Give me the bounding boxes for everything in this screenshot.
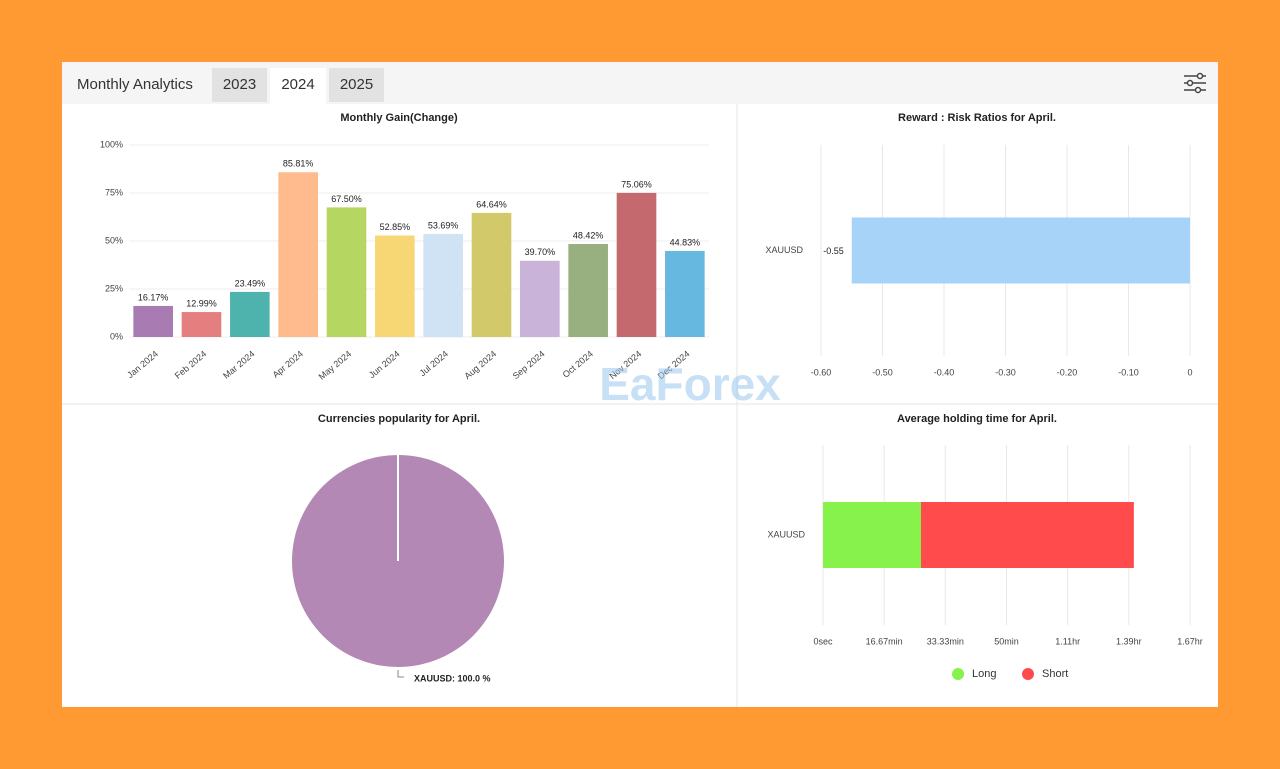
x-tick-label: 50min <box>994 636 1019 646</box>
bar <box>616 192 657 337</box>
data-label: 44.83% <box>670 237 701 247</box>
bar <box>423 233 463 337</box>
bar <box>851 217 1190 284</box>
x-tick-label: -0.40 <box>934 367 955 377</box>
tab-bg[interactable] <box>212 68 267 102</box>
filter-icon[interactable] <box>1184 72 1206 94</box>
y-tick-label: 100% <box>100 139 123 149</box>
bar <box>520 260 560 337</box>
tab-bg[interactable] <box>270 68 326 104</box>
bar-segment <box>823 502 921 568</box>
x-tick-label: -0.10 <box>1118 367 1139 377</box>
tab[interactable]: 2023 <box>223 76 256 93</box>
bar <box>181 312 222 337</box>
x-tick-label: -0.30 <box>995 367 1016 377</box>
watermark: EaForex <box>599 358 781 410</box>
y-tick-label: XAUUSD <box>767 529 805 539</box>
data-label: 16.17% <box>138 292 169 302</box>
legend-label: Short <box>1042 668 1068 680</box>
bar <box>568 244 608 337</box>
tab[interactable]: 2025 <box>340 76 373 93</box>
data-label: XAUUSD: 100.0 % <box>414 673 491 683</box>
header-title: Monthly Analytics <box>77 76 193 93</box>
data-label: 52.85% <box>380 222 411 232</box>
x-tick-label: 1.67hr <box>1177 636 1203 646</box>
bar <box>471 212 512 337</box>
tab-bg[interactable] <box>329 68 384 102</box>
bar-segment <box>920 502 1134 568</box>
x-tick-label: 33.33min <box>927 636 964 646</box>
y-tick-label: 25% <box>105 283 123 293</box>
charts: Monthly Gain(Change) 0% 25% 50% 75% 100% 16.17… <box>100 112 1203 683</box>
data-label: 64.64% <box>476 199 507 209</box>
y-tick-label: 75% <box>105 187 123 197</box>
legend-marker <box>1022 668 1034 680</box>
data-label: 53.69% <box>428 220 459 230</box>
chart-title: Reward : Risk Ratios for April. <box>898 112 1056 124</box>
x-tick-label: 0sec <box>813 636 833 646</box>
bar <box>230 291 270 337</box>
data-label: 85.81% <box>283 159 314 169</box>
leader-line <box>397 670 404 678</box>
bar <box>375 235 415 337</box>
tab[interactable]: 2024 <box>281 76 314 93</box>
x-tick-label: 1.11hr <box>1055 636 1080 646</box>
bar <box>133 305 173 337</box>
x-tick-label: -0.60 <box>811 367 832 377</box>
y-tick-label: 0% <box>110 331 123 341</box>
data-label: 48.42% <box>573 230 604 240</box>
legend-label: Long <box>972 668 996 680</box>
data-label: -0.55 <box>823 246 844 256</box>
x-tick-label: -0.50 <box>872 367 893 377</box>
bar <box>278 172 318 337</box>
data-label: 39.70% <box>525 247 556 257</box>
y-tick-label: XAUUSD <box>765 245 803 255</box>
chart-title: Currencies popularity for April. <box>318 413 480 425</box>
legend-marker <box>952 668 964 680</box>
bar <box>665 250 705 337</box>
data-label: 12.99% <box>186 298 217 308</box>
x-tick-label: -0.20 <box>1057 367 1078 377</box>
data-label: 67.50% <box>331 194 362 204</box>
panel <box>62 62 1218 707</box>
x-tick-label: 0 <box>1187 367 1192 377</box>
y-tick-label: 50% <box>105 235 123 245</box>
x-tick-label: 16.67min <box>866 636 903 646</box>
bar <box>326 207 367 337</box>
x-tick-label: 1.39hr <box>1116 636 1142 646</box>
chart-title: Average holding time for April. <box>897 413 1057 425</box>
data-label: 75.06% <box>621 179 652 189</box>
chart-title: Monthly Gain(Change) <box>340 112 458 124</box>
data-label: 23.49% <box>235 278 266 288</box>
